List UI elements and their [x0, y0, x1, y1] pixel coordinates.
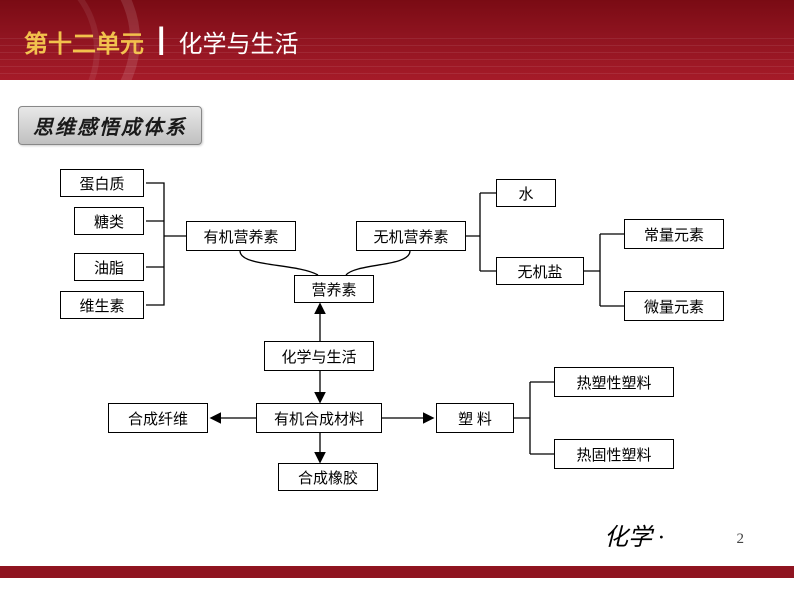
- node-synthMat: 有机合成材料: [256, 403, 382, 433]
- node-plastic: 塑 料: [436, 403, 514, 433]
- node-fiber: 合成纤维: [108, 403, 208, 433]
- slide-header: 第十二单元 ┃ 化学与生活: [0, 0, 794, 80]
- node-vitamin: 维生素: [60, 291, 144, 319]
- node-minerals: 无机盐: [496, 257, 584, 285]
- node-thermoset: 热固性塑料: [554, 439, 674, 469]
- header-separator: ┃: [154, 27, 168, 56]
- node-rubber: 合成橡胶: [278, 463, 378, 491]
- section-banner: 思维感悟成体系: [18, 106, 202, 145]
- node-thermo: 热塑性塑料: [554, 367, 674, 397]
- footer-subject: 化学 ·: [604, 517, 664, 552]
- node-macro: 常量元素: [624, 219, 724, 249]
- node-sugar: 糖类: [74, 207, 144, 235]
- node-fat: 油脂: [74, 253, 144, 281]
- node-protein: 蛋白质: [60, 169, 144, 197]
- node-micro: 微量元素: [624, 291, 724, 321]
- concept-flowchart: 蛋白质糖类油脂维生素 有机营养素 无机营养素营养素 水无机盐 常量元素微量元素化学与生活…: [0, 155, 794, 525]
- header-decoration: [0, 0, 100, 80]
- footer-bar: [0, 566, 794, 578]
- header-title: 第十二单元 ┃ 化学与生活: [24, 24, 298, 59]
- topic-label: 化学与生活: [178, 24, 298, 59]
- node-inorganicN: 无机营养素: [356, 221, 466, 251]
- node-nutrient: 营养素: [294, 275, 374, 303]
- unit-label: 第十二单元: [24, 24, 144, 59]
- node-center: 化学与生活: [264, 341, 374, 371]
- page-number: 2: [737, 531, 745, 548]
- node-water: 水: [496, 179, 556, 207]
- node-organicN: 有机营养素: [186, 221, 296, 251]
